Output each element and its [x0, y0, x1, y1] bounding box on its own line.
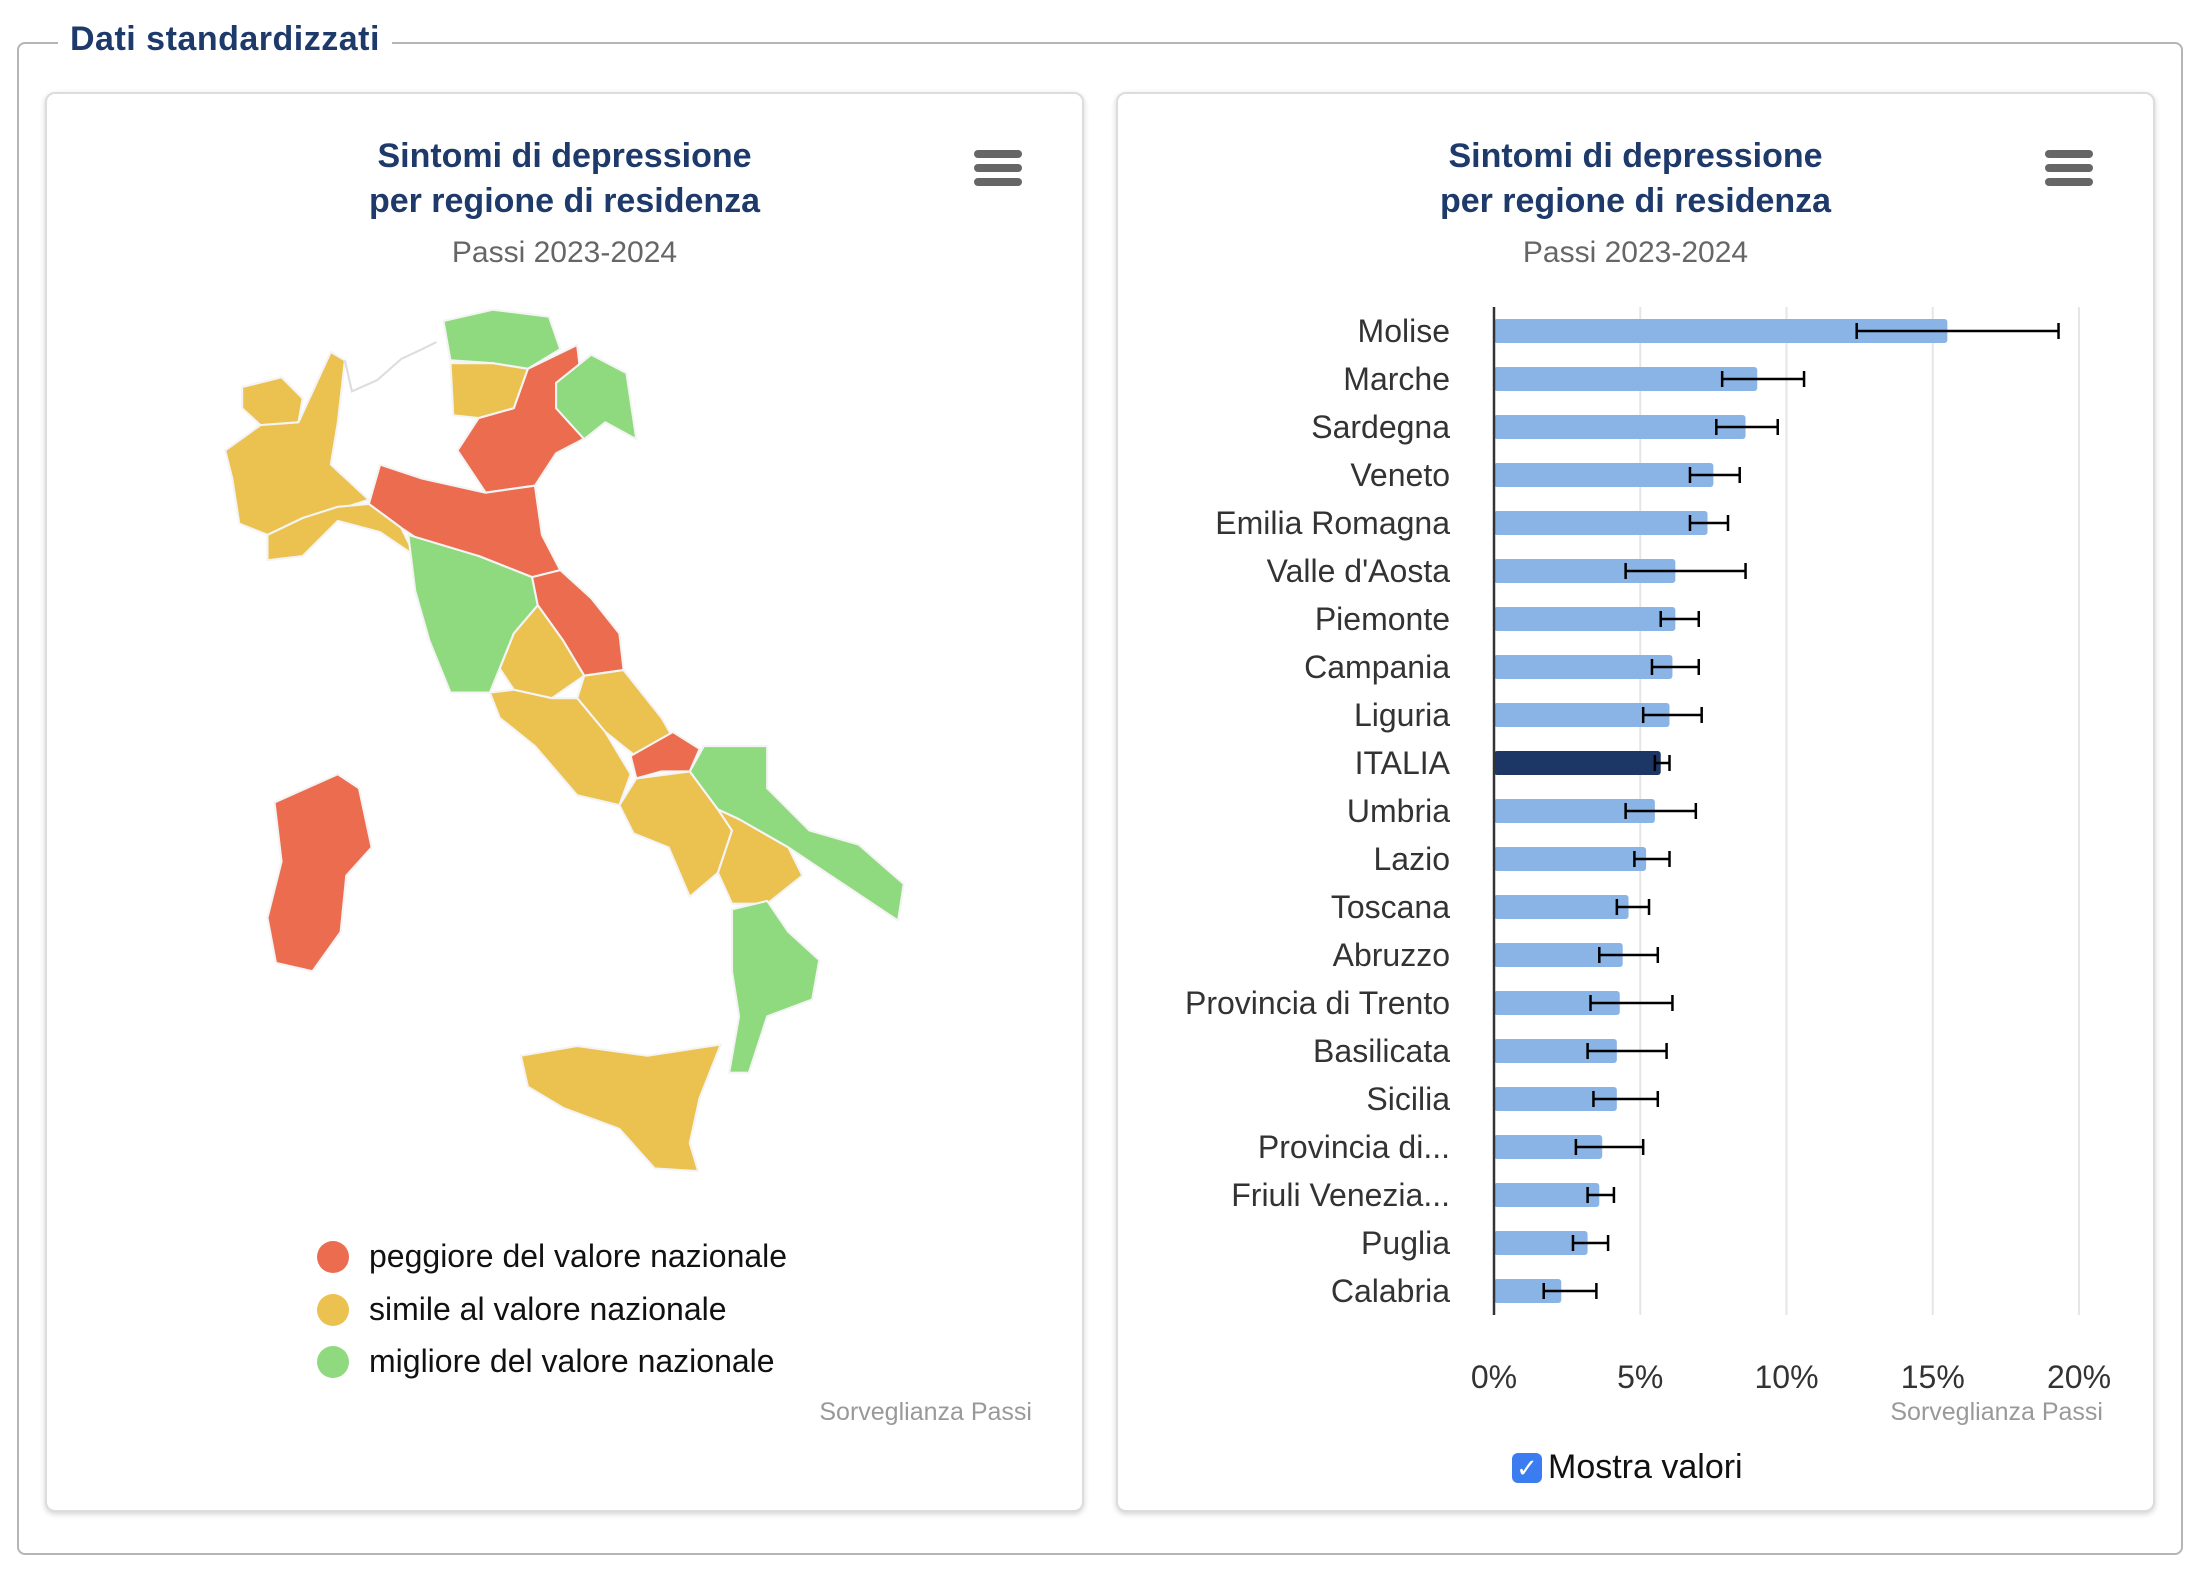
category-label: Puglia — [1361, 1225, 1450, 1261]
legend-item-worse[interactable]: peggiore del valore nazionale — [317, 1238, 787, 1275]
chart-subtitle: Passi 2023-2024 — [1522, 236, 1749, 269]
bar[interactable] — [1494, 943, 1623, 967]
legend-item-similar[interactable]: simile al valore nazionale — [317, 1291, 727, 1328]
bar[interactable] — [1494, 559, 1676, 583]
category-label: Toscana — [1331, 889, 1450, 925]
category-label: Valle d'Aosta — [1267, 553, 1451, 589]
x-tick-label: 10% — [1754, 1359, 1818, 1395]
category-label: Lazio — [1374, 841, 1451, 877]
category-label: ITALIA — [1355, 745, 1451, 781]
bar[interactable] — [1494, 895, 1629, 919]
bar[interactable] — [1494, 847, 1647, 871]
category-label: Sardegna — [1311, 409, 1450, 445]
hamburger-icon — [2045, 150, 2093, 158]
map-title: Sintomi di depressione per regione di re… — [47, 134, 1082, 224]
bar[interactable] — [1494, 463, 1714, 487]
x-tick-label: 15% — [1901, 1359, 1965, 1395]
category-label: Emilia Romagna — [1215, 505, 1450, 541]
bar[interactable] — [1494, 1231, 1588, 1255]
category-label: Provincia di... — [1258, 1129, 1450, 1165]
legend-dot-similar — [317, 1293, 349, 1326]
legend-dot-worse — [317, 1240, 349, 1273]
map-title-line1: Sintomi di depressione — [377, 137, 752, 175]
bar[interactable] — [1494, 1183, 1600, 1207]
chart-menu-button[interactable] — [2045, 150, 2093, 186]
show-values-label: Mostra valori — [1548, 1448, 1743, 1486]
x-tick-label: 20% — [2047, 1359, 2111, 1395]
bar[interactable] — [1494, 1087, 1617, 1111]
category-label: Molise — [1358, 313, 1450, 349]
category-label: Basilicata — [1313, 1033, 1450, 1069]
bar[interactable] — [1494, 607, 1676, 631]
category-label: Liguria — [1354, 697, 1450, 733]
hamburger-icon — [974, 150, 1022, 158]
map-subtitle: Passi 2023-2024 — [451, 236, 678, 269]
category-label: Campania — [1304, 649, 1450, 685]
bar[interactable] — [1494, 415, 1746, 439]
legend-label: peggiore del valore nazionale — [369, 1238, 788, 1274]
bar[interactable] — [1494, 1039, 1617, 1063]
chart-credit[interactable]: Sorveglianza Passi — [1890, 1398, 2103, 1426]
x-tick-label: 5% — [1617, 1359, 1663, 1395]
chart-title: Sintomi di depressione per regione di re… — [1118, 134, 2153, 224]
section-title: Dati standardizzati — [58, 20, 392, 59]
checkbox-checked-icon: ✓ — [1512, 1452, 1542, 1483]
category-label: Abruzzo — [1333, 937, 1450, 973]
bar[interactable] — [1494, 367, 1758, 391]
bar[interactable] — [1494, 655, 1673, 679]
category-label: Piemonte — [1315, 601, 1450, 637]
legend-label: migliore del valore nazionale — [369, 1343, 775, 1379]
category-label: Sicilia — [1366, 1081, 1450, 1117]
bar[interactable] — [1494, 799, 1655, 823]
map-menu-button[interactable] — [974, 150, 1022, 186]
bar[interactable] — [1494, 511, 1708, 535]
category-label: Marche — [1343, 361, 1450, 397]
map-title-line2: per regione di residenza — [368, 182, 761, 220]
chart-title-line2: per regione di residenza — [1439, 182, 1832, 220]
show-values-checkbox[interactable]: ✓ Mostra valori — [1512, 1448, 1743, 1487]
category-label: Calabria — [1331, 1273, 1450, 1309]
map-credit[interactable]: Sorveglianza Passi — [819, 1398, 1032, 1426]
legend-label: simile al valore nazionale — [369, 1291, 727, 1327]
legend-dot-better — [317, 1345, 349, 1378]
category-label: Friuli Venezia... — [1231, 1177, 1450, 1213]
bar[interactable] — [1494, 991, 1620, 1015]
bar[interactable] — [1494, 751, 1661, 775]
category-label: Veneto — [1350, 457, 1450, 493]
x-tick-label: 0% — [1471, 1359, 1517, 1395]
category-label: Provincia di Trento — [1185, 985, 1450, 1021]
category-label: Umbria — [1347, 793, 1450, 829]
bar[interactable] — [1494, 703, 1670, 727]
legend-item-better[interactable]: migliore del valore nazionale — [317, 1343, 775, 1380]
chart-title-line1: Sintomi di depressione — [1448, 137, 1823, 175]
section-frame — [17, 42, 2183, 1555]
bar[interactable] — [1494, 319, 1948, 343]
